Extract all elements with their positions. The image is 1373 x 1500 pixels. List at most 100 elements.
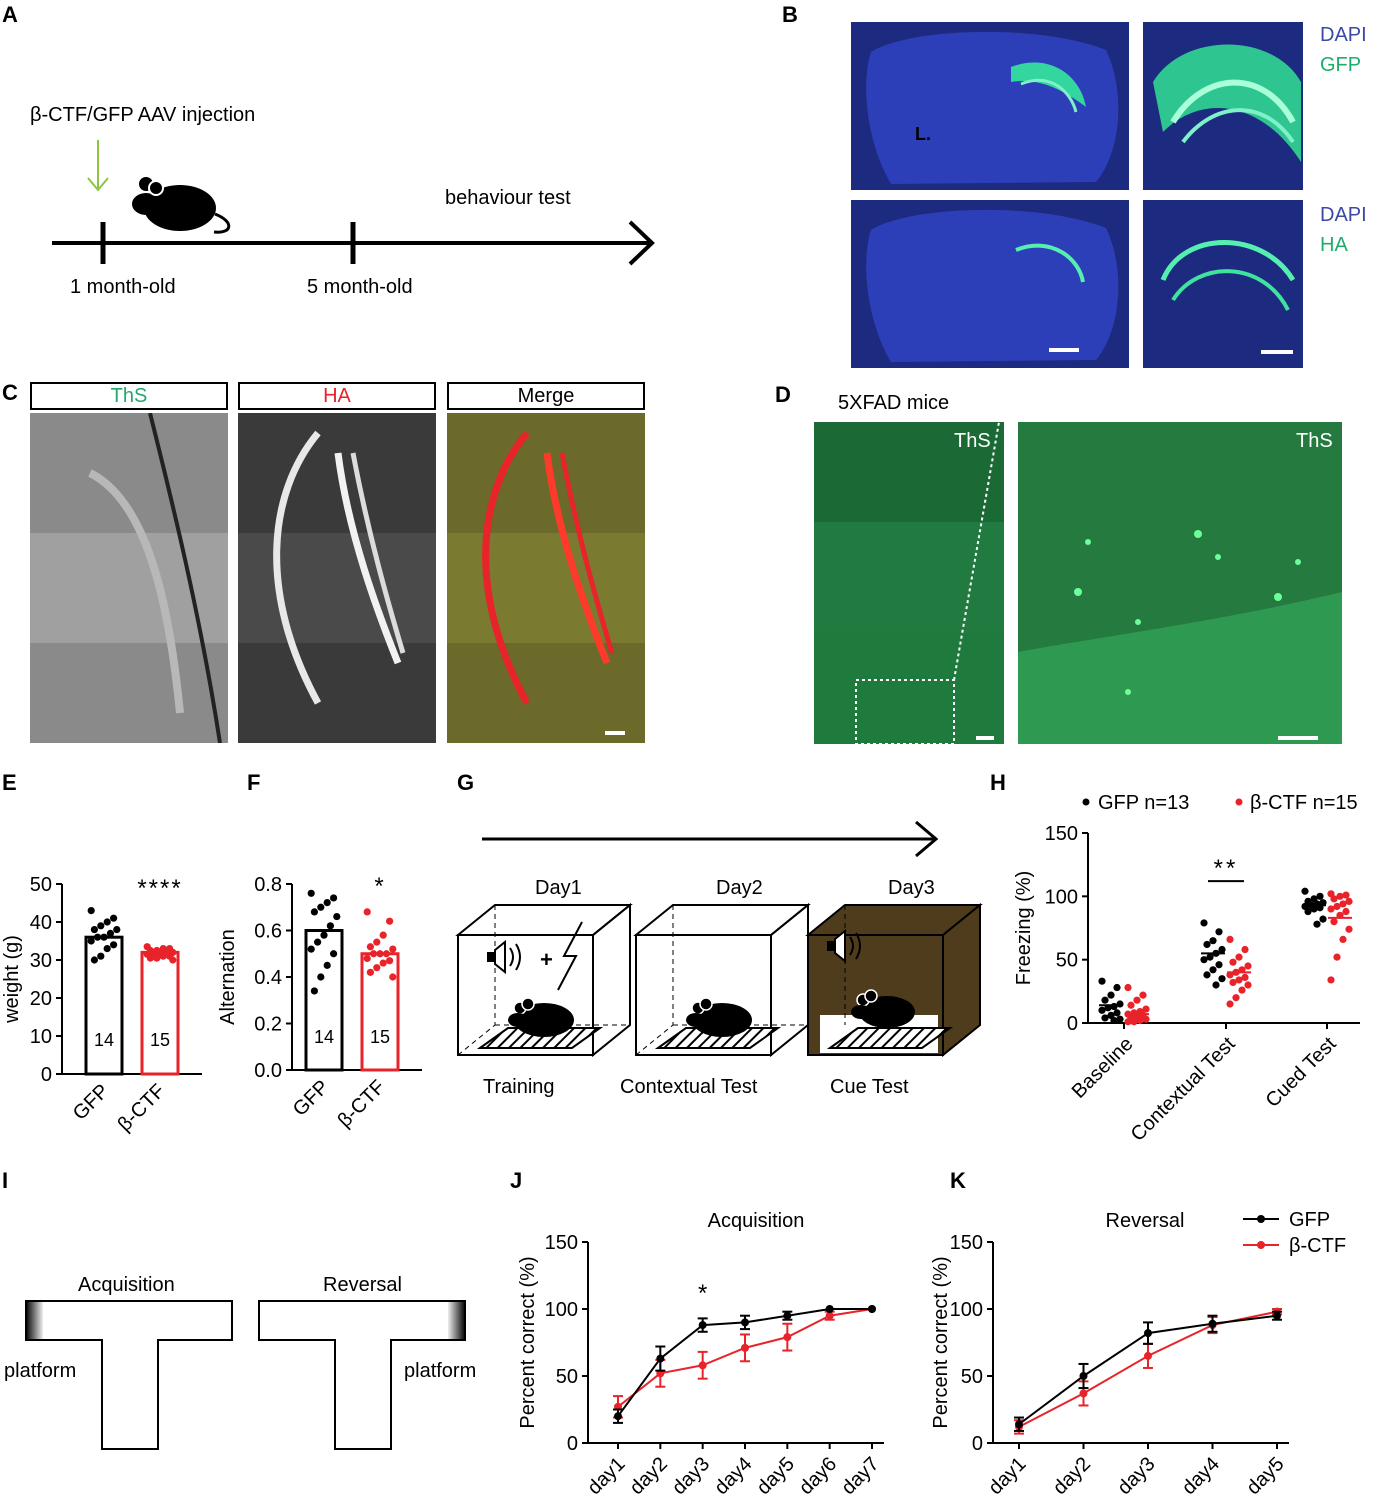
data-point: [1079, 1372, 1088, 1380]
timepoint-2-label: 5 month-old: [307, 276, 413, 298]
data-point: [1235, 953, 1243, 961]
data-point: [87, 937, 95, 945]
panel-label-e: E: [2, 770, 17, 795]
data-point: [110, 914, 118, 922]
data-point: [1101, 996, 1109, 1004]
data-point: [1342, 891, 1350, 899]
y-tick-label: 100: [1045, 886, 1078, 908]
panel-label-h: H: [990, 770, 1006, 795]
data-point: [366, 968, 374, 976]
y-tick-label: 0.0: [254, 1060, 282, 1082]
data-point: [1342, 907, 1350, 916]
data-point: [1244, 981, 1252, 989]
data-point: [113, 926, 121, 934]
x-tick-label: Baseline: [1068, 1033, 1138, 1103]
legend-gfp-marker: [1257, 1215, 1265, 1223]
significance-marker: **: [1214, 855, 1239, 882]
data-point: [1241, 973, 1249, 981]
significance-marker: *: [374, 873, 385, 900]
data-point: [614, 1412, 622, 1421]
y-axis-label: Freezing (%): [1013, 871, 1035, 985]
cue-cage: [805, 902, 983, 1058]
acquisition-maze: [25, 1300, 233, 1450]
mouse-icon: [132, 175, 231, 234]
data-point: [1142, 1005, 1150, 1013]
timepoint-1-label: 1 month-old: [70, 276, 176, 298]
y-tick-label: 0.4: [254, 967, 282, 989]
data-point: [1142, 1015, 1150, 1023]
data-point: [1113, 1009, 1121, 1017]
data-point: [1339, 935, 1347, 943]
data-point: [363, 908, 371, 916]
data-point: [1345, 897, 1353, 905]
x-tick-label: day7: [837, 1453, 883, 1499]
data-point: [1215, 928, 1223, 936]
data-point: [97, 952, 105, 960]
data-point: [169, 956, 177, 964]
data-point: [1304, 907, 1312, 916]
data-point: [1336, 892, 1344, 900]
data-point: [97, 922, 105, 930]
timeline-svg: [52, 140, 655, 266]
data-point: [314, 938, 322, 946]
data-point: [386, 957, 394, 965]
y-tick-label: 50: [1056, 950, 1078, 972]
data-point: [317, 903, 325, 911]
data-point: [1333, 953, 1341, 961]
ths-overview-image: [814, 422, 1004, 744]
data-point: [1244, 962, 1252, 970]
y-tick-label: 150: [545, 1232, 578, 1254]
y-axis-label: weight (g): [1, 935, 23, 1024]
data-point: [1127, 1001, 1135, 1009]
mouse-model-label: 5XFAD mice: [838, 392, 950, 414]
data-point: [90, 926, 98, 934]
panel-label-c: C: [2, 380, 18, 405]
y-tick-label: 0: [1067, 1013, 1078, 1035]
data-point: [366, 943, 374, 951]
ha-image: [238, 413, 436, 743]
ths-image: [30, 413, 228, 743]
ths-label-d1: ThS: [954, 430, 991, 452]
data-point: [741, 1318, 749, 1327]
data-point: [373, 938, 381, 946]
x-tick-label: day4: [710, 1453, 756, 1499]
data-point: [333, 912, 341, 921]
data-point: [783, 1311, 792, 1320]
data-point: [1229, 978, 1237, 987]
x-tick-label: Contextual Test: [1127, 1033, 1240, 1146]
training-cage: +: [455, 902, 633, 1058]
day3-label: Day3: [888, 877, 935, 899]
data-point: [1273, 1311, 1281, 1320]
data-point: [1218, 975, 1226, 983]
legend-ctf-label: β-CTF: [1289, 1235, 1346, 1257]
panel-label-f: F: [247, 770, 261, 795]
data-point: [1208, 1319, 1217, 1328]
day1-label: Day1: [535, 877, 582, 899]
data-point: [326, 922, 334, 930]
y-tick-label: 150: [1045, 823, 1078, 845]
y-tick-label: 150: [950, 1232, 983, 1254]
data-point: [698, 1361, 707, 1370]
data-point: [307, 945, 315, 953]
significance-marker: *: [698, 1280, 707, 1307]
plus-sign: +: [540, 947, 553, 972]
data-point: [153, 954, 161, 962]
significance-marker: ****: [137, 875, 182, 902]
data-point: [1339, 900, 1347, 908]
data-point: [1110, 1002, 1118, 1011]
x-tick-label: GFP: [289, 1076, 334, 1121]
data-point: [1333, 902, 1341, 911]
y-tick-label: 50: [556, 1366, 578, 1388]
data-point: [389, 973, 397, 981]
y-tick-label: 50: [961, 1366, 983, 1388]
gfp-label: GFP: [1320, 54, 1362, 76]
data-point: [1215, 961, 1223, 969]
data-point: [1310, 905, 1318, 913]
cue-label: Cue Test: [830, 1076, 909, 1098]
data-point: [1232, 994, 1240, 1002]
data-point: [1226, 1000, 1234, 1008]
reversal-platform: [448, 1302, 464, 1339]
data-point: [1144, 1351, 1152, 1360]
sagittal-ha-image: [851, 200, 1129, 368]
